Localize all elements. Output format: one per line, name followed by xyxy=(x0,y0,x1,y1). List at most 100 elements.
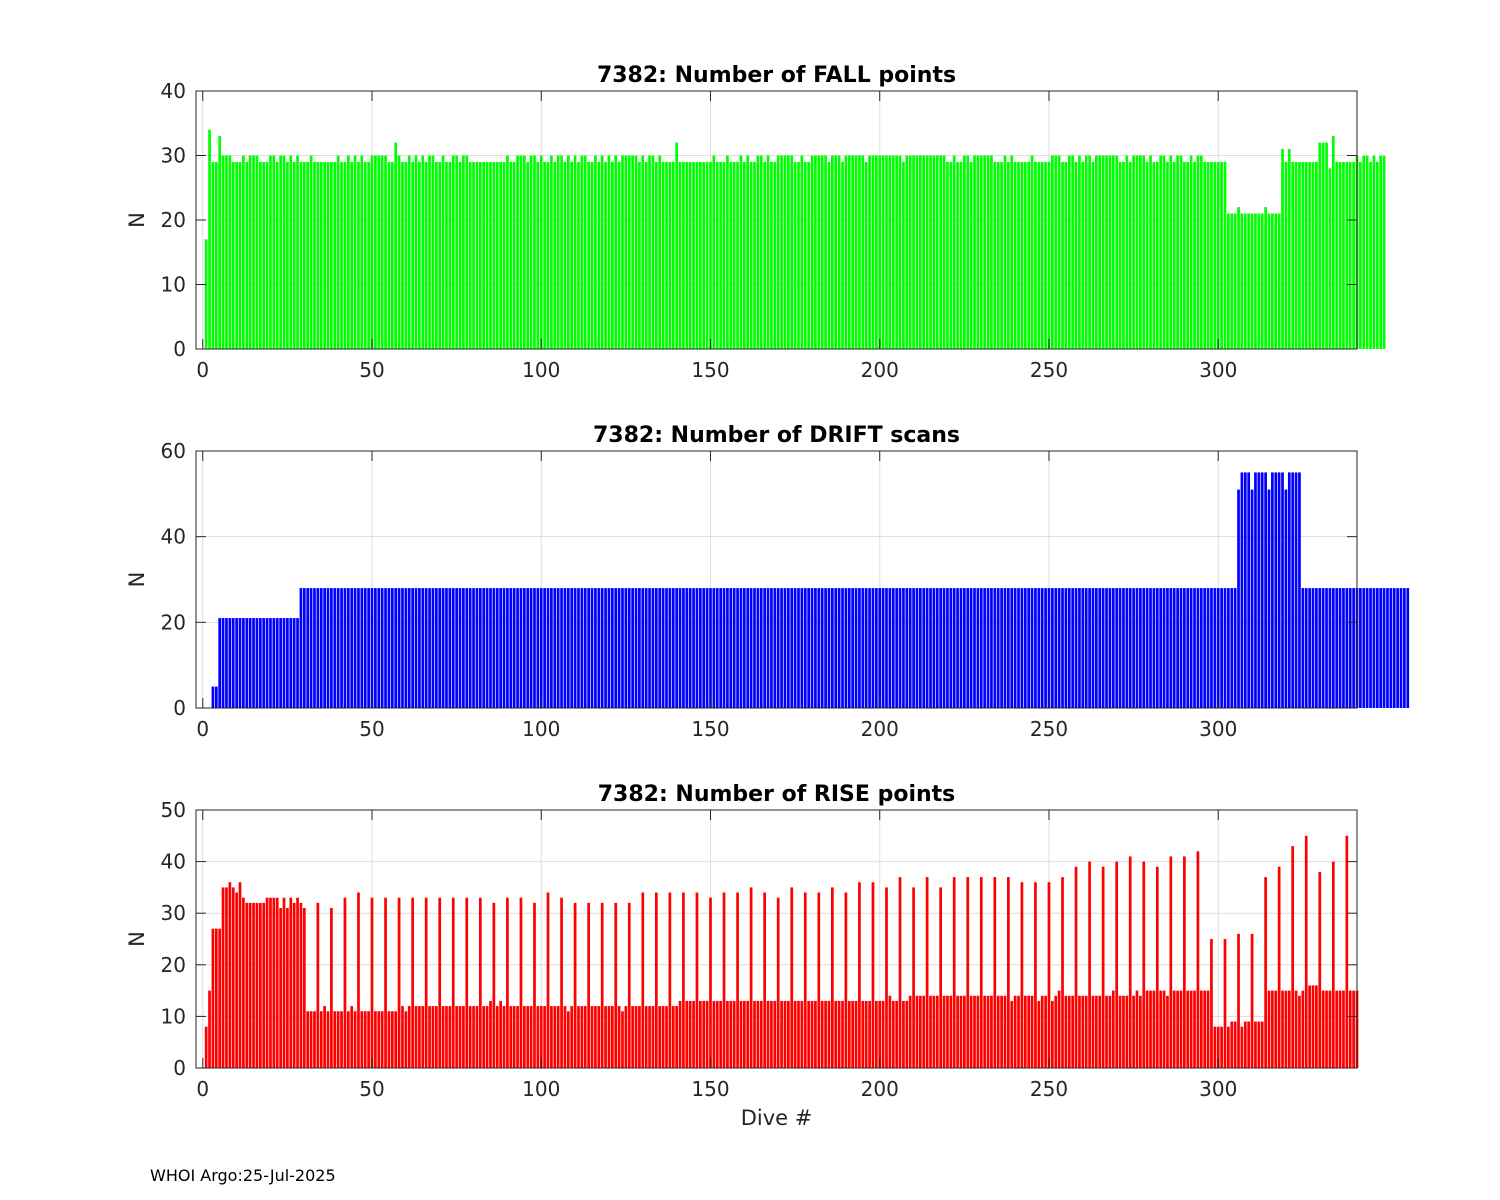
bar xyxy=(590,161,594,349)
bar xyxy=(979,588,983,708)
bar xyxy=(1284,161,1288,349)
bar xyxy=(1084,995,1088,1068)
bar xyxy=(1159,588,1163,708)
bar xyxy=(861,588,865,708)
bar xyxy=(1132,995,1135,1068)
bar xyxy=(1084,588,1088,708)
bar xyxy=(451,897,455,1068)
bar xyxy=(641,892,645,1068)
bar xyxy=(695,588,699,708)
bar xyxy=(289,155,293,349)
bar xyxy=(1216,1026,1220,1068)
bar xyxy=(458,588,462,708)
bar xyxy=(709,897,712,1068)
bar xyxy=(956,161,959,349)
bar xyxy=(401,161,404,349)
bar xyxy=(296,155,299,349)
bar xyxy=(1037,588,1041,708)
bar xyxy=(350,161,354,349)
bar xyxy=(323,588,326,708)
bar xyxy=(485,161,489,349)
bar xyxy=(1088,155,1091,349)
bar xyxy=(1142,155,1146,349)
bar xyxy=(478,588,482,708)
bar xyxy=(374,1011,377,1068)
bar xyxy=(614,155,618,349)
bar xyxy=(698,1000,702,1068)
bar xyxy=(1321,990,1325,1068)
bar xyxy=(844,892,848,1068)
bar xyxy=(1271,990,1274,1068)
bar xyxy=(1183,161,1186,349)
bar xyxy=(1017,161,1020,349)
bar xyxy=(729,1000,733,1068)
bar xyxy=(1328,990,1332,1068)
bar xyxy=(1037,1000,1041,1068)
bar xyxy=(556,1006,560,1068)
bar xyxy=(1074,588,1078,708)
bar xyxy=(533,588,536,708)
x-tick-label: 250 xyxy=(1030,358,1068,382)
bar xyxy=(1135,588,1139,708)
bar xyxy=(1257,1021,1261,1068)
bar xyxy=(875,1000,878,1068)
bar xyxy=(495,588,499,708)
bar xyxy=(1098,995,1102,1068)
bar xyxy=(607,1006,611,1068)
bar xyxy=(966,877,970,1068)
bar xyxy=(685,161,689,349)
bar xyxy=(482,588,486,708)
x-tick-label: 100 xyxy=(522,717,560,741)
bar xyxy=(641,588,645,708)
x-tick-label: 150 xyxy=(691,358,729,382)
bar xyxy=(604,161,607,349)
bar xyxy=(428,155,431,349)
bar xyxy=(1392,588,1396,708)
bar xyxy=(648,155,651,349)
bar xyxy=(570,161,574,349)
bar xyxy=(898,155,902,349)
bar xyxy=(319,588,323,708)
bar xyxy=(773,1000,777,1068)
bar xyxy=(512,161,516,349)
bar xyxy=(807,588,811,708)
bar xyxy=(563,588,567,708)
bar xyxy=(448,588,452,708)
bar xyxy=(1189,588,1193,708)
bar xyxy=(648,588,651,708)
bar xyxy=(495,1006,499,1068)
bar xyxy=(648,1006,651,1068)
bar xyxy=(939,887,943,1068)
bar xyxy=(770,161,773,349)
bar xyxy=(986,588,990,708)
bar xyxy=(1040,161,1044,349)
bar xyxy=(624,1006,628,1068)
bar xyxy=(526,1006,530,1068)
bar xyxy=(746,1000,750,1068)
bar xyxy=(851,155,855,349)
bar xyxy=(854,155,858,349)
bar xyxy=(1237,933,1240,1068)
bar xyxy=(489,1000,492,1068)
bar xyxy=(1365,588,1369,708)
bar xyxy=(875,588,878,708)
bar xyxy=(1325,588,1328,708)
bar xyxy=(1064,161,1068,349)
bar xyxy=(915,588,919,708)
bar xyxy=(827,161,831,349)
bar xyxy=(1243,213,1247,349)
bar xyxy=(1054,588,1058,708)
bar xyxy=(1237,207,1240,349)
bar xyxy=(915,995,919,1068)
y-tick-label: 0 xyxy=(173,337,186,361)
bar xyxy=(766,588,770,708)
bar xyxy=(719,1000,723,1068)
bar xyxy=(1227,588,1230,708)
bar xyxy=(709,588,712,708)
bar xyxy=(390,161,394,349)
x-tick-label: 200 xyxy=(861,1077,899,1101)
bar xyxy=(1054,155,1058,349)
bar xyxy=(698,588,702,708)
bar xyxy=(245,618,249,708)
bar xyxy=(773,161,777,349)
